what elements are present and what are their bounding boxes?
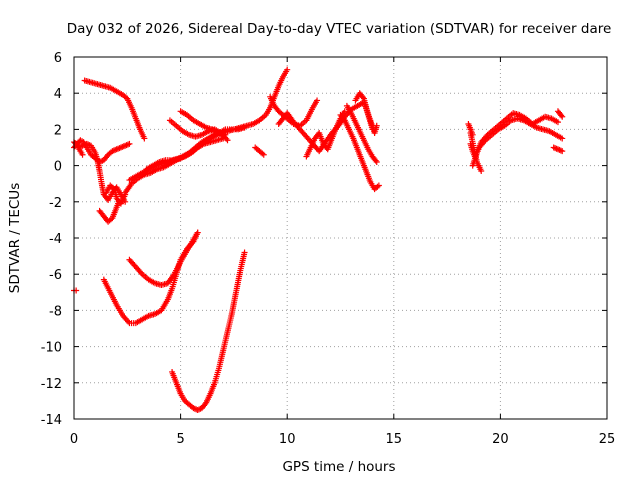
x-tick-label: 20 <box>492 432 509 447</box>
y-tick-label: 0 <box>54 160 62 175</box>
data-point-fill <box>558 112 565 119</box>
x-tick-label: 10 <box>279 432 296 447</box>
data-point <box>559 148 566 155</box>
series-s17 <box>337 111 382 193</box>
data-point <box>373 122 380 129</box>
x-tick-label: 25 <box>599 432 616 447</box>
x-axis-label: GPS time / hours <box>282 459 395 475</box>
series-s1 <box>71 287 80 294</box>
series-s5 <box>96 198 122 225</box>
chart-title: Day 032 of 2026, Sidereal Day-to-day VTE… <box>67 21 612 37</box>
y-axis-label: SDTVAR / TECUs <box>7 183 23 293</box>
series-s27 <box>126 229 201 289</box>
y-tick-label: -12 <box>41 377 62 392</box>
data-points <box>71 66 566 413</box>
data-point <box>141 135 148 142</box>
series-s28 <box>169 249 248 413</box>
data-point <box>559 135 566 142</box>
series-s4 <box>75 140 129 205</box>
data-point <box>314 97 321 104</box>
data-point <box>369 126 376 133</box>
data-point <box>559 113 566 120</box>
y-tick-label: -2 <box>49 196 62 211</box>
series-s22 <box>467 130 485 175</box>
series-s10 <box>143 135 227 173</box>
data-point-fill <box>202 401 209 408</box>
data-point <box>478 168 485 175</box>
x-tick-label: 5 <box>176 432 184 447</box>
series-s19 <box>352 90 376 133</box>
series-s23 <box>465 120 476 138</box>
data-point <box>224 137 231 144</box>
series-s7 <box>81 77 148 142</box>
series-s6 <box>102 182 129 207</box>
axis-ticks: 0 5 10 15 20 25 -14 -12 -10 -8 -6 -4 -2 0 2 4 6 <box>41 51 616 447</box>
series-s24 <box>550 144 566 155</box>
series-s12 <box>177 108 229 138</box>
y-tick-label: -14 <box>41 413 62 428</box>
data-point-fill <box>359 94 366 101</box>
data-point <box>126 140 133 147</box>
data-point <box>194 229 201 236</box>
data-point <box>79 151 86 158</box>
data-point <box>554 119 561 126</box>
y-tick-label: 6 <box>54 51 62 66</box>
x-tick-label: 15 <box>386 432 403 447</box>
data-point <box>373 158 380 165</box>
data-point <box>222 131 229 138</box>
y-tick-label: -8 <box>49 304 62 319</box>
data-point-fill <box>372 157 379 164</box>
grid <box>74 57 607 419</box>
data-point <box>260 151 267 158</box>
data-point <box>469 131 476 138</box>
data-point-fill <box>340 115 347 122</box>
y-tick-label: -6 <box>49 268 62 283</box>
data-point <box>375 182 382 189</box>
y-tick-label: 4 <box>54 87 62 102</box>
data-point <box>241 249 248 256</box>
y-tick-label: -10 <box>41 341 62 356</box>
y-tick-label: 2 <box>54 123 62 138</box>
data-point <box>284 66 291 73</box>
data-point <box>341 108 348 115</box>
x-tick-label: 0 <box>70 432 78 447</box>
series-s21 <box>469 110 561 169</box>
data-point <box>241 124 248 131</box>
plot-frame <box>73 56 608 420</box>
series-s13 <box>252 144 267 158</box>
series-s18 <box>343 102 380 165</box>
series-s25 <box>554 108 566 120</box>
y-tick-label: -4 <box>49 232 62 247</box>
